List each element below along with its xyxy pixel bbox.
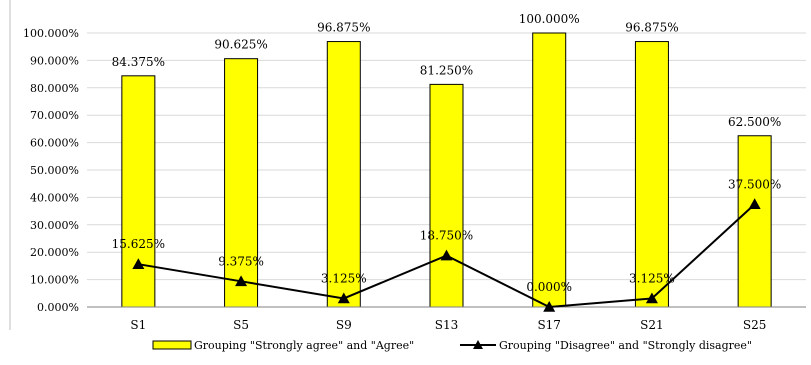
y-tick-label: 100.000% [23, 27, 79, 40]
bar [634, 41, 669, 308]
legend-bar-swatch [152, 340, 192, 350]
line-data-label: 3.125% [629, 271, 675, 285]
bar-data-label: 84.375% [112, 55, 165, 69]
line-marker [748, 198, 761, 210]
line-data-label: 37.500% [728, 177, 781, 191]
line-marker [645, 292, 658, 304]
x-tick-label: S17 [537, 318, 561, 332]
x-tick-label: S13 [435, 318, 459, 332]
bar-data-label: 62.500% [728, 115, 781, 129]
y-tick-label: 20.000% [30, 246, 79, 259]
line-marker [337, 292, 350, 304]
line-marker [235, 275, 248, 287]
legend: Grouping "Strongly agree" and "Agree" Gro… [152, 339, 752, 352]
y-tick-label: 0.000% [37, 301, 79, 314]
bar-data-label: 90.625% [214, 38, 267, 52]
bar [737, 135, 772, 308]
bar [224, 58, 259, 308]
line-data-label: 15.625% [112, 237, 165, 251]
bar-data-label: 81.250% [420, 63, 473, 77]
line-data-label: 9.375% [218, 254, 264, 268]
y-tick-label: 70.000% [30, 109, 79, 122]
y-tick-label: 60.000% [30, 137, 79, 150]
bar [532, 32, 567, 308]
line-data-label: 0.000% [526, 280, 572, 294]
bar [121, 75, 156, 308]
x-tick-label: S1 [130, 318, 146, 332]
y-tick-label: 50.000% [30, 164, 79, 177]
y-tick-label: 10.000% [30, 274, 79, 287]
bar-data-label: 100.000% [519, 12, 580, 26]
bar-series [121, 32, 772, 308]
data-labels: 84.375% 90.625% 96.875% 81.250% 100.000% 96.8… [112, 12, 782, 294]
y-axis: 0.000% 10.000% 20.000% 30.000% 40.000% 50.000… [23, 27, 79, 314]
bar [326, 41, 361, 308]
x-tick-label: S21 [640, 318, 664, 332]
bar-data-label: 96.875% [317, 21, 370, 35]
line-data-label: 3.125% [321, 271, 367, 285]
line-data-label: 18.750% [420, 229, 473, 243]
x-tick-label: S25 [743, 318, 767, 332]
legend-bar-label: Grouping "Strongly agree" and "Agree" [194, 339, 414, 352]
legend-line-marker [473, 340, 483, 349]
y-tick-label: 40.000% [30, 191, 79, 204]
y-tick-label: 90.000% [30, 54, 79, 67]
x-tick-label: S5 [233, 318, 249, 332]
bar [429, 83, 464, 308]
line-marker [543, 301, 556, 312]
legend-line-label: Grouping "Disagree" and "Strongly disagr… [499, 339, 752, 352]
line-marker [132, 258, 145, 269]
x-tick-label: S9 [336, 318, 352, 332]
bar-data-label: 96.875% [625, 21, 678, 35]
x-axis: S1 S5 S9 S13 S17 S21 S25 [87, 306, 806, 332]
line-marker [440, 249, 453, 261]
y-tick-label: 80.000% [30, 82, 79, 95]
line-series [132, 198, 761, 312]
y-tick-label: 30.000% [30, 219, 79, 232]
